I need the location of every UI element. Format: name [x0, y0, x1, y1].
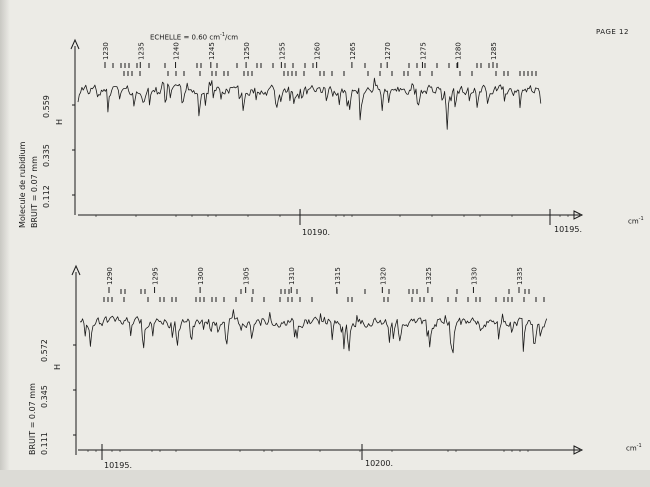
lower-line-number-1300: 1300 — [197, 267, 205, 285]
upper-line-number-1230: 1230 — [102, 42, 110, 60]
upper-y-axis-arrow — [70, 38, 80, 50]
upper-line-number-1240: 1240 — [173, 42, 181, 60]
lower-line-number-1330: 1330 — [470, 267, 478, 285]
scale-label-suffix: /cm — [225, 33, 239, 42]
lower-line-number-1290: 1290 — [106, 267, 114, 285]
page-label: PAGE 12 — [596, 28, 629, 36]
upper-line-number-1265: 1265 — [349, 42, 357, 60]
lower-line-number-1335: 1335 — [516, 267, 524, 285]
scale-label-sup: -1 — [220, 32, 226, 38]
upper-x-tick-0: 10190. — [302, 228, 330, 237]
upper-line-number-1275: 1275 — [420, 42, 428, 60]
upper-line-number-1270: 1270 — [384, 42, 392, 60]
lower-line-number-1305: 1305 — [243, 267, 251, 285]
upper-line-number-1285: 1285 — [490, 42, 498, 60]
upper-panel: 1230 1235 1240 1245 1250 1255 1260 1265 1270 1275… — [70, 38, 584, 225]
upper-x-axis-arrow — [573, 210, 584, 220]
upper-line-number-1235: 1235 — [137, 42, 145, 60]
lower-panel: 1290 1295 1300 1305 1310 1315 1320 1325 1330 1335 — [71, 264, 584, 460]
upper-line-number-1250: 1250 — [243, 42, 251, 60]
lower-x-tick-1: 10200. — [365, 459, 393, 468]
upper-line-number-1280: 1280 — [455, 42, 463, 60]
lower-x-unit-base: cm — [626, 444, 637, 453]
scale-label: ECHELLE = 0.60 cm-1/cm — [150, 32, 238, 41]
upper-x-unit-base: cm — [628, 217, 639, 226]
scale-label-prefix: ECHELLE = 0.60 cm — [150, 33, 221, 42]
lower-x-axis-arrow — [573, 445, 584, 455]
lower-x-unit-sup: -1 — [636, 443, 642, 449]
upper-line-number-1260: 1260 — [314, 42, 322, 60]
lower-x-tick-0: 10195. — [104, 461, 132, 470]
lower-line-number-1315: 1315 — [334, 267, 342, 285]
upper-spectrum-trace — [77, 77, 542, 130]
upper-x-unit-sup: -1 — [638, 216, 644, 222]
lower-line-number-1325: 1325 — [425, 267, 433, 285]
lower-line-number-1295: 1295 — [152, 267, 160, 285]
lower-y-axis-arrow — [71, 264, 81, 276]
upper-x-unit: cm-1 — [628, 216, 644, 225]
lower-spectrum-trace — [80, 309, 548, 354]
lower-x-unit: cm-1 — [626, 443, 642, 452]
page-bottom-edge — [0, 470, 650, 487]
upper-line-number-1255: 1255 — [278, 42, 286, 60]
lower-line-number-1320: 1320 — [379, 267, 387, 285]
upper-x-tick-1: 10195. — [554, 225, 582, 234]
lower-line-number-1310: 1310 — [288, 267, 296, 285]
upper-line-number-1245: 1245 — [208, 42, 216, 60]
page-edge-shadow — [0, 0, 10, 487]
